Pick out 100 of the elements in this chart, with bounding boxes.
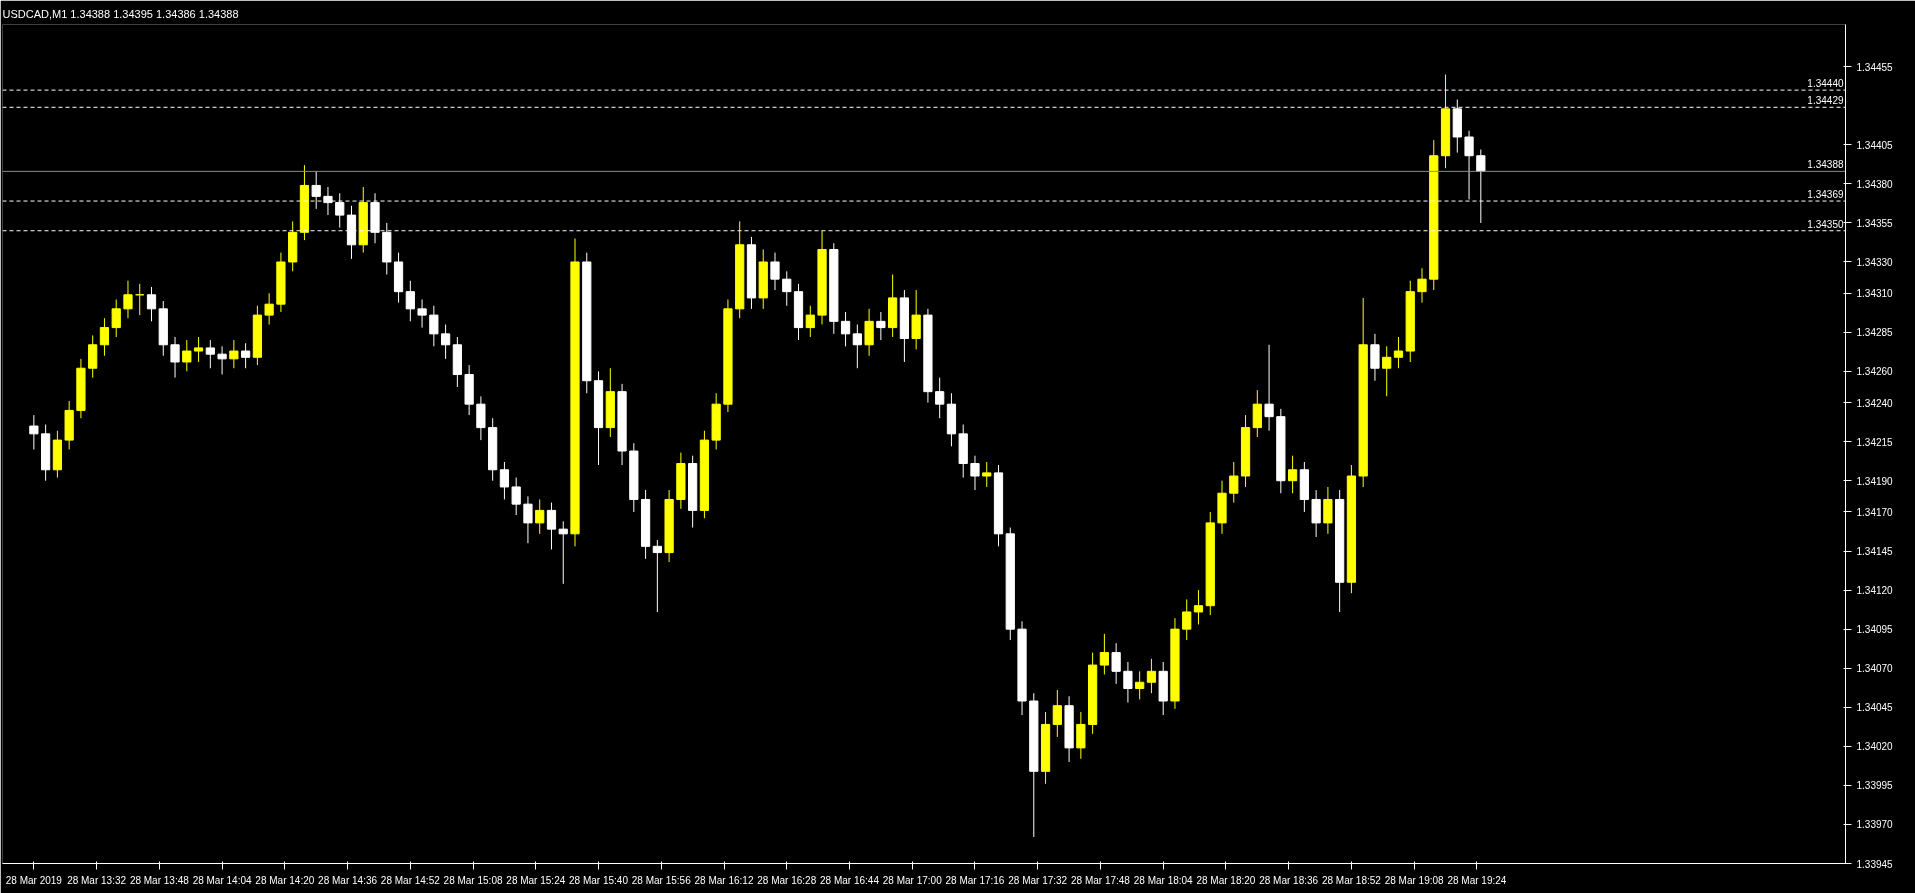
x-tick-label: 28 Mar 15:24 (506, 874, 566, 886)
x-tick-label: 28 Mar 15:56 (631, 874, 692, 886)
candlestick (546, 502, 557, 550)
candlestick (429, 305, 439, 347)
candlestick (852, 323, 862, 369)
x-tick-label: 28 Mar 16:12 (694, 874, 754, 886)
ref-line-label: 1.34369 (1807, 189, 1844, 201)
y-tick-label: 1.34260 (1856, 366, 1894, 378)
candlestick (1393, 336, 1404, 369)
y-tick-label: 1.34455 (1856, 61, 1894, 73)
candlestick (182, 339, 192, 372)
candlestick (1123, 661, 1133, 704)
candlestick (782, 270, 792, 307)
x-tick-label: 28 Mar 16:28 (757, 874, 817, 886)
candlestick (805, 305, 815, 338)
x-tick-label: 28 Mar 19:08 (1384, 874, 1445, 886)
candlestick (535, 498, 545, 535)
y-tick-label: 1.34020 (1856, 741, 1894, 753)
x-tick-label: 28 Mar 18:36 (1259, 874, 1319, 886)
candlestick (111, 298, 121, 338)
candlestick (1229, 461, 1239, 504)
candlestick (1099, 633, 1109, 675)
candlestick (1135, 670, 1145, 700)
candlestick (970, 455, 980, 491)
candlestick (217, 345, 227, 375)
candlestick (476, 395, 486, 441)
x-tick-label: 28 Mar 16:44 (820, 874, 880, 886)
candlestick (1370, 333, 1380, 382)
candlestick (405, 280, 415, 322)
x-tick-label: 28 Mar 14:52 (380, 874, 441, 886)
y-tick-label: 1.34285 (1856, 327, 1894, 339)
candlestick (1146, 658, 1157, 694)
candlestick (1264, 344, 1274, 432)
x-tick-label: 28 Mar 13:48 (129, 874, 190, 886)
y-tick-label: 1.34120 (1856, 585, 1894, 597)
candlestick (770, 252, 780, 291)
x-tick-label: 28 Mar 17:16 (945, 874, 1005, 886)
candlestick (511, 477, 521, 516)
x-tick-label: 28 Mar 17:32 (1008, 874, 1068, 886)
y-tick-label: 1.33995 (1856, 780, 1894, 792)
candlestick (840, 311, 851, 347)
candlestick (88, 334, 98, 379)
candlestick (1252, 389, 1262, 438)
y-tick-label: 1.34240 (1856, 397, 1894, 409)
candlestick (146, 286, 157, 322)
ref-line-label: 1.34388 (1807, 159, 1844, 171)
x-tick-label: 28 Mar 17:48 (1070, 874, 1131, 886)
candlestick (170, 336, 180, 379)
x-tick-label: 28 Mar 15:40 (569, 874, 629, 886)
y-tick-label: 1.34045 (1856, 702, 1894, 714)
x-tick-label: 28 Mar 15:08 (443, 874, 503, 886)
x-tick-label: 28 Mar 18:04 (1133, 874, 1194, 886)
candlestick (1382, 345, 1392, 397)
y-tick-label: 1.33945 (1856, 858, 1894, 870)
y-tick-label: 1.34095 (1856, 624, 1894, 636)
y-tick-label: 1.34215 (1856, 436, 1894, 448)
candlestick (876, 311, 886, 341)
candlestick (1287, 455, 1298, 494)
candlestick (417, 298, 427, 329)
x-tick-label: 28 Mar 18:20 (1196, 874, 1256, 886)
y-tick-label: 1.34405 (1856, 139, 1894, 151)
x-tick-label: 28 Mar 19:24 (1447, 874, 1507, 886)
x-tick-label: 28 Mar 18:52 (1321, 874, 1382, 886)
y-tick-label: 1.34190 (1856, 475, 1894, 487)
candlestick (1076, 711, 1086, 760)
y-tick-label: 1.34070 (1856, 663, 1894, 675)
candlestick (911, 289, 921, 350)
candlestick (1311, 489, 1321, 538)
candlestick (1323, 486, 1333, 535)
y-tick-label: 1.33970 (1856, 819, 1894, 831)
candlestick (205, 339, 215, 369)
candlestick (982, 461, 992, 488)
y-tick-label: 1.34380 (1856, 178, 1894, 190)
candlestick (1417, 267, 1427, 304)
candlestick (935, 377, 945, 419)
candlestick (1111, 642, 1121, 685)
candlestick (229, 339, 239, 369)
y-tick-label: 1.34310 (1856, 288, 1894, 300)
candlestick (652, 539, 662, 613)
candlestick (241, 342, 251, 369)
y-tick-label: 1.34330 (1856, 256, 1894, 268)
candlestick (1182, 598, 1192, 641)
candlestick (499, 461, 510, 500)
x-tick-label: 28 Mar 14:04 (192, 874, 252, 886)
x-tick-label: 28 Mar 2019 (5, 874, 63, 886)
candlestick (123, 280, 133, 319)
candlestick (864, 308, 874, 357)
candlestick (440, 323, 451, 360)
y-tick-label: 1.34355 (1856, 217, 1894, 229)
candlestick (1052, 689, 1062, 738)
x-tick-label: 28 Mar 17:00 (882, 874, 943, 886)
ref-line-label: 1.34350 (1807, 218, 1844, 230)
chart-title: USDCAD,M1 1.34388 1.34395 1.34386 1.34388 (2, 7, 239, 20)
x-tick-label: 28 Mar 14:36 (318, 874, 378, 886)
candlestick (1193, 589, 1204, 625)
candlestick (99, 317, 110, 357)
ref-line-label: 1.34429 (1807, 95, 1844, 107)
y-tick-label: 1.34145 (1856, 546, 1894, 558)
candlestick (193, 336, 204, 363)
candlestick (29, 414, 39, 450)
